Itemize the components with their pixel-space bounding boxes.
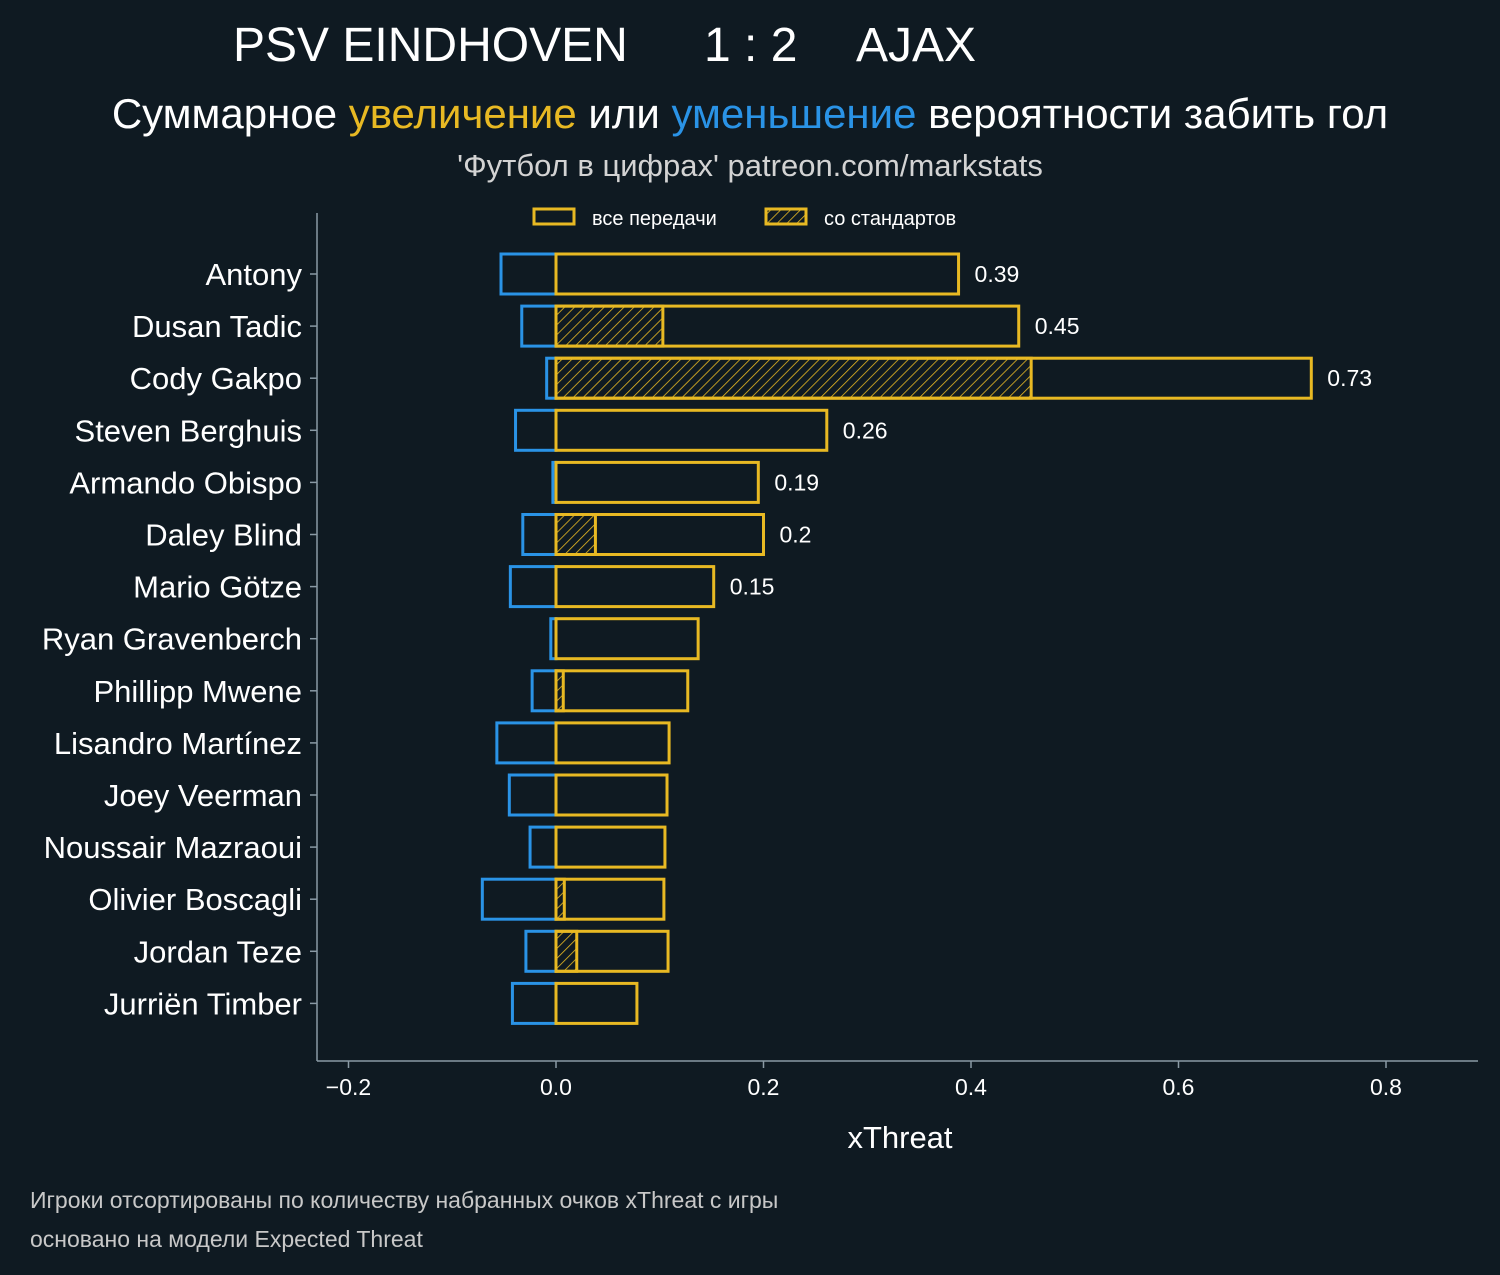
bar-decrease — [480, 877, 558, 921]
x-tick-label: 0.8 — [1370, 1074, 1402, 1100]
bar-increase — [554, 565, 716, 609]
bar-decrease — [514, 408, 558, 452]
bar-value-label: 0.45 — [1035, 313, 1080, 339]
player-label: Joey Veerman — [104, 778, 302, 813]
player-label: Mario Götze — [133, 570, 302, 605]
player-label: Daley Blind — [145, 518, 302, 553]
legend-set-pieces-label: со стандартов — [824, 208, 956, 230]
chart-legend: все передачи со стандартов — [532, 207, 956, 230]
home-team-name: PSV EINDHOVEN — [233, 19, 628, 72]
bar-increase — [554, 877, 666, 921]
bar-set-pieces — [554, 356, 1033, 400]
player-label: Jordan Teze — [134, 934, 302, 969]
bar-value-label: 0.73 — [1327, 365, 1372, 391]
bar-increase — [554, 460, 760, 504]
legend-all-passes-label: все передачи — [592, 208, 717, 230]
bar-decrease — [499, 252, 558, 296]
player-label: Armando Obispo — [69, 465, 302, 500]
bar-increase — [554, 981, 639, 1025]
subtitle-mid: или — [576, 90, 672, 137]
bar-increase — [554, 929, 670, 973]
bar-set-pieces — [554, 929, 579, 973]
player-label: Lisandro Martínez — [54, 726, 302, 761]
x-tick-label: −0.2 — [326, 1074, 371, 1100]
bar-value-label: 0.2 — [780, 522, 812, 548]
player-label: Jurriën Timber — [104, 986, 302, 1021]
subtitle-decrease-word: уменьшение — [671, 90, 917, 137]
player-label: Olivier Boscagli — [88, 882, 302, 917]
away-team-name: AJAX — [856, 19, 977, 72]
bar-value-label: 0.39 — [975, 261, 1020, 287]
player-label: Phillipp Mwene — [94, 674, 303, 709]
match-title: PSV EINDHOVEN 1 : 2 AJAX — [0, 14, 1500, 80]
x-tick-label: 0.6 — [1163, 1074, 1195, 1100]
subtitle-suffix: вероятности забить гол — [916, 90, 1389, 137]
subtitle-increase-word: увеличение — [348, 90, 577, 137]
subtitle-prefix: Суммарное — [111, 90, 349, 137]
bar-decrease — [521, 513, 558, 556]
bar-value-label: 0.15 — [730, 574, 775, 600]
bar-decrease — [507, 773, 558, 817]
legend-all-passes-swatch — [532, 207, 576, 226]
bar-set-pieces — [554, 304, 665, 348]
bar-increase — [554, 252, 961, 296]
x-axis-title: xThreat — [847, 1120, 952, 1155]
player-label: Noussair Mazraoui — [44, 830, 302, 865]
bar-decrease — [524, 929, 558, 973]
bar-decrease — [530, 669, 558, 713]
bar-decrease — [528, 825, 558, 869]
bar-decrease — [495, 721, 558, 765]
player-label: Antony — [205, 257, 302, 292]
player-label: Dusan Tadic — [132, 309, 302, 344]
bar-increase — [554, 408, 829, 452]
bar-value-label: 0.26 — [843, 417, 888, 443]
bar-increase — [554, 669, 690, 713]
match-score: 1 : 2 — [704, 19, 798, 72]
bar-increase — [554, 356, 1313, 400]
footnote-sorting: Игроки отсортированы по количеству набра… — [30, 1187, 779, 1213]
bar-increase — [554, 304, 1021, 348]
bar-set-pieces — [554, 513, 597, 556]
bar-increase — [554, 617, 700, 661]
player-label: Cody Gakpo — [130, 361, 302, 396]
bar-increase — [554, 773, 669, 817]
bar-decrease — [510, 981, 558, 1025]
source-credit: 'Футбол в цифрах' patreon.com/markstats — [457, 148, 1043, 183]
player-label: Steven Berghuis — [75, 413, 302, 448]
footnote-model: основано на модели Expected Threat — [30, 1226, 423, 1252]
x-tick-label: 0.4 — [955, 1074, 987, 1100]
bar-decrease — [520, 304, 558, 348]
x-tick-label: 0.0 — [540, 1074, 572, 1100]
chart-subtitle: Суммарное увеличение или уменьшение веро… — [0, 90, 1500, 138]
bar-increase — [554, 721, 671, 765]
x-tick-label: 0.2 — [748, 1074, 780, 1100]
legend-set-pieces-swatch — [764, 207, 808, 226]
bar-value-label: 0.19 — [774, 469, 819, 495]
bar-decrease — [508, 565, 558, 609]
player-label: Ryan Gravenberch — [42, 622, 302, 657]
bar-increase — [554, 513, 765, 556]
bar-increase — [554, 825, 667, 869]
